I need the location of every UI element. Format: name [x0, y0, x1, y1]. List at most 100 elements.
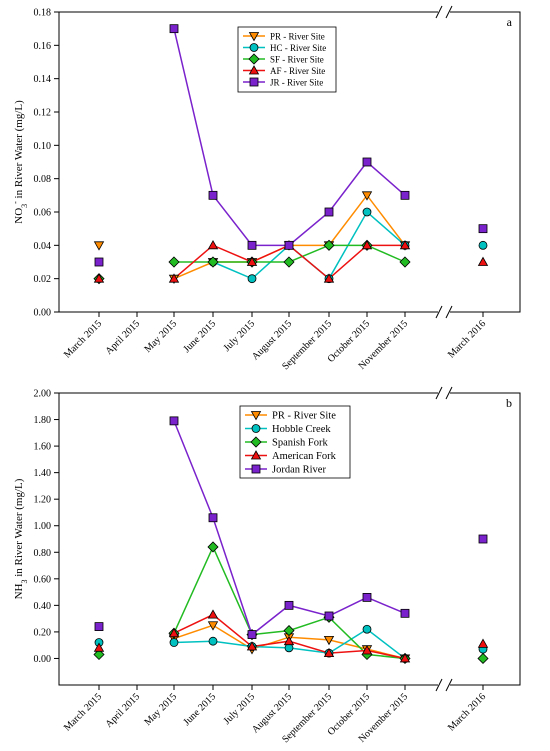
y-axis-label: NO3- in River Water (mg/L)	[11, 100, 29, 224]
data-point	[283, 256, 295, 268]
data-point	[207, 541, 219, 553]
axis-break-slash	[445, 305, 453, 319]
axis-break-slash	[435, 678, 443, 692]
y-tick-label: 0.80	[34, 548, 52, 559]
y-tick-label: 0.18	[34, 8, 52, 19]
y-tick-label: 0.02	[34, 274, 52, 285]
data-point	[323, 239, 335, 251]
legend-label: AF - River Site	[270, 66, 325, 76]
data-point	[169, 638, 179, 647]
x-tick-label: April 2015	[104, 318, 143, 357]
data-point	[208, 513, 218, 523]
axis-break-slash	[445, 386, 453, 400]
data-point	[324, 611, 334, 621]
data-point	[477, 638, 489, 648]
data-point	[208, 190, 218, 200]
y-axis-label: NH3 in River Water (mg/L)	[13, 478, 29, 599]
legend-marker	[248, 32, 260, 42]
axis-break-gap	[438, 9, 450, 15]
data-point	[93, 642, 105, 652]
axis-break-slash	[445, 5, 453, 19]
legend-label: SF - River Site	[270, 55, 324, 65]
data-point	[284, 240, 294, 250]
data-point	[399, 653, 411, 663]
y-axis-label-rest: in River Water (mg/L)	[13, 100, 25, 201]
markers-jr-river-site	[94, 24, 488, 267]
legend-label: Jordan River	[272, 465, 326, 476]
data-point	[361, 240, 373, 250]
y-tick-label: 0.60	[34, 574, 52, 585]
data-point	[168, 273, 180, 283]
data-point	[400, 190, 410, 200]
y-tick-label: 0.40	[34, 601, 52, 612]
x-tick-label: June 2015	[181, 691, 218, 728]
panel-label: b	[506, 396, 512, 410]
axis-break-slash	[435, 5, 443, 19]
y-tick-label: 0.00	[34, 308, 52, 319]
data-point	[323, 647, 335, 658]
markers-american-fork	[93, 609, 489, 663]
legend-marker	[248, 53, 260, 65]
chart-panel-a: 0.00 0.02 0.04 0.06 0.08 0.10 0.12 0.14 0.16 0.18…	[11, 5, 521, 372]
axis-break-slash	[435, 386, 443, 400]
data-point	[362, 157, 372, 167]
legend-label: Hobble Creek	[272, 424, 331, 435]
markers-jordan-river	[94, 416, 488, 639]
data-point	[362, 207, 372, 217]
legend-marker	[249, 43, 259, 52]
legend-label: American Fork	[272, 451, 337, 462]
data-point	[477, 256, 489, 266]
data-point	[169, 416, 179, 426]
y-tick-label: 0.10	[34, 141, 52, 152]
data-point	[324, 207, 334, 217]
data-point	[247, 630, 257, 639]
data-point	[207, 621, 219, 631]
y-axis-label-main: NH	[13, 583, 25, 599]
data-point	[168, 256, 180, 268]
data-point	[246, 641, 258, 651]
axis-break-gap	[438, 309, 450, 315]
y-axis-label-superscript: -	[11, 201, 20, 204]
legend-label: PR - River Site	[272, 411, 336, 422]
y-tick-label: 0.14	[34, 74, 52, 85]
data-point	[399, 240, 411, 250]
data-point	[477, 652, 489, 665]
data-point	[94, 257, 104, 267]
data-point	[168, 627, 180, 638]
data-point	[283, 635, 295, 646]
y-axis-label-rest: in River Water (mg/L)	[13, 478, 25, 579]
legend-marker	[249, 77, 259, 87]
data-point	[93, 273, 105, 283]
y-tick-label: 0.16	[34, 41, 52, 52]
y-tick-label: 1.40	[34, 468, 52, 479]
data-point	[362, 593, 372, 602]
legend-marker	[250, 450, 262, 460]
data-point	[208, 636, 218, 646]
y-tick-label: 0.06	[34, 208, 52, 219]
legend-label: JR - River Site	[270, 78, 323, 88]
y-axis-label-subscript: 3	[20, 204, 29, 208]
data-point	[93, 241, 105, 251]
legend: PR - River Site Hobble Creek Spanish Fork A…	[239, 405, 351, 479]
y-axis-label-subscript: 3	[20, 580, 29, 584]
y-tick-label: 1.00	[34, 521, 52, 532]
legend-marker	[250, 436, 262, 448]
axis-break-gap	[438, 682, 450, 688]
x-tick-label: March 2015	[62, 691, 104, 733]
y-axis-label-main: NO	[13, 208, 25, 224]
data-point	[323, 273, 335, 283]
x-tick-label: May 2015	[142, 691, 179, 728]
data-point	[247, 240, 257, 250]
data-point	[361, 191, 373, 201]
data-point	[400, 608, 410, 618]
panel-label: a	[507, 15, 513, 29]
y-tick-label: 2.00	[34, 389, 52, 400]
y-tick-label: 1.20	[34, 495, 52, 506]
y-tick-label: 0.20	[34, 627, 52, 638]
legend-marker	[248, 65, 260, 75]
legend-label: HC - River Site	[270, 43, 326, 53]
data-point	[361, 645, 373, 655]
data-point	[246, 256, 258, 266]
